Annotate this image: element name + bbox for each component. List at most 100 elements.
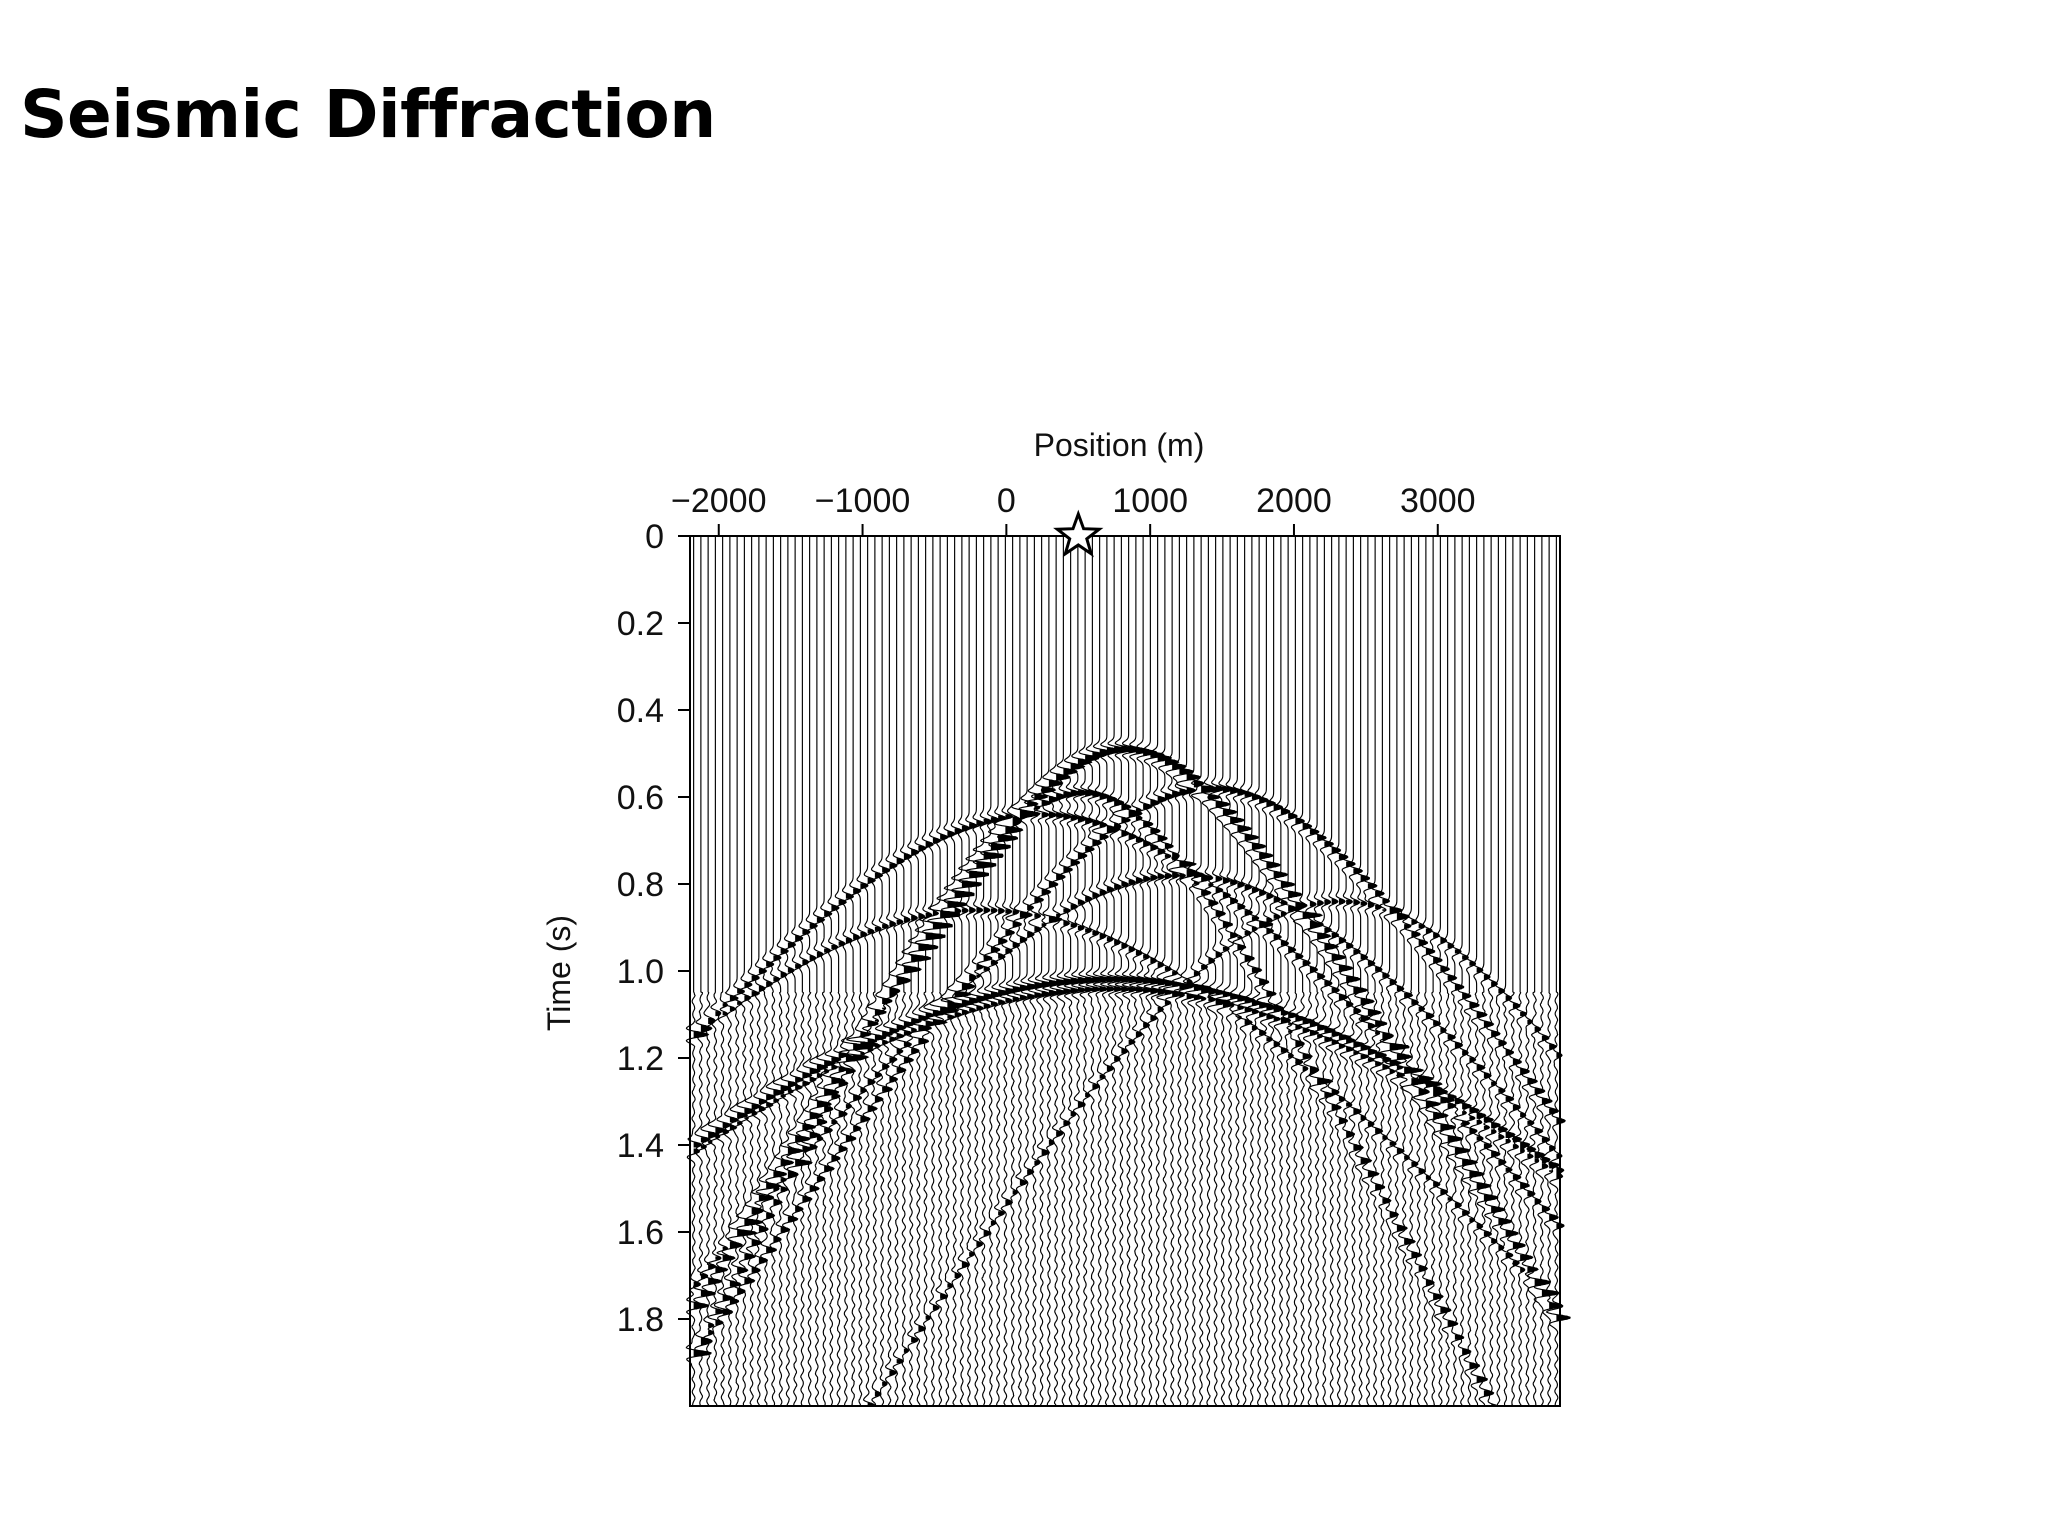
y-tick-label: 1.0 — [617, 953, 664, 991]
seismic-trace-fill — [1106, 747, 1121, 1071]
seismic-trace — [866, 536, 887, 1407]
seismic-trace — [1156, 536, 1180, 1407]
y-tick-label: 0.2 — [617, 605, 664, 643]
seismic-trace — [1539, 536, 1562, 1407]
seismic-trace — [1223, 536, 1245, 1407]
seismic-trace — [820, 536, 846, 1407]
seismic-trace — [901, 536, 931, 1407]
source-marker — [1053, 509, 1104, 558]
seismic-trace-fill — [925, 841, 945, 1320]
seismic-trace — [1049, 536, 1071, 1407]
seismic-trace — [692, 536, 716, 1407]
seismic-trace — [1345, 536, 1369, 1407]
seismic-trace — [1063, 536, 1086, 1407]
seismic-trace — [795, 536, 817, 1407]
seismic-trace — [972, 536, 1004, 1407]
seismic-trace-fill — [853, 888, 873, 1132]
seismic-trace — [1128, 536, 1151, 1407]
seismic-trace — [914, 536, 946, 1407]
seismic-trace — [1317, 536, 1340, 1407]
seismic-trace — [1023, 536, 1049, 1407]
seismic-trace — [927, 536, 960, 1407]
seismic-trace — [1413, 536, 1443, 1407]
seismic-trace — [1272, 536, 1295, 1407]
seismic-trace-fill — [1273, 804, 1288, 1047]
seismic-trace — [1307, 536, 1334, 1407]
seismic-trace — [1005, 536, 1025, 1407]
seismic-trace — [1453, 536, 1479, 1407]
seismic-trace — [1190, 536, 1221, 1407]
seismic-trace — [1277, 536, 1303, 1407]
seismic-trace — [965, 536, 997, 1407]
seismic-trace — [845, 536, 880, 1407]
seismic-trace — [888, 536, 911, 1407]
seismic-trace — [685, 536, 712, 1407]
seismic-trace — [1511, 536, 1534, 1407]
seismic-trace — [1162, 536, 1187, 1407]
seismic-trace — [744, 536, 764, 1407]
seismic-trace — [874, 536, 894, 1407]
y-tick-label: 0.6 — [617, 779, 664, 817]
seismic-trace — [1206, 536, 1231, 1407]
seismic-trace — [1292, 536, 1324, 1407]
seismic-trace — [1070, 536, 1093, 1407]
seismic-trace — [1446, 536, 1471, 1407]
y-tick-label: 0 — [645, 518, 664, 556]
seismic-trace-fill — [1244, 791, 1259, 1025]
seismic-trace — [1201, 536, 1221, 1407]
seismic-trace — [699, 536, 723, 1407]
seismic-trace-fill — [1012, 816, 1024, 1195]
seismic-trace — [713, 536, 736, 1407]
seismic-trace — [815, 536, 840, 1407]
seismic-trace — [940, 536, 975, 1407]
seismic-trace — [1056, 536, 1078, 1407]
seismic-trace — [1030, 536, 1057, 1407]
seismic-trace-fill — [809, 923, 823, 1192]
seismic-trace — [1266, 536, 1289, 1407]
seismic-trace — [800, 536, 824, 1407]
seismic-trace — [1176, 536, 1202, 1407]
seismic-trace — [1339, 536, 1361, 1407]
seismic-trace-fill — [758, 968, 772, 1264]
y-axis-title: Time (s) — [541, 915, 577, 1031]
seismic-trace — [830, 536, 865, 1407]
seismic-trace — [1099, 536, 1122, 1407]
y-tick-label: 1.2 — [617, 1040, 664, 1078]
y-axis: 0 0.2 0.4 0.6 0.8 1.0 1.2 1.4 1.6 1.8 — [617, 518, 690, 1339]
seismic-trace — [1324, 536, 1347, 1407]
seismic-trace — [727, 536, 758, 1407]
source-star-icon — [1053, 509, 1104, 558]
seismic-trace — [1395, 536, 1425, 1407]
seismic-trace-fill — [1360, 875, 1374, 1165]
seismic-trace-fill — [1186, 773, 1201, 999]
seismic-trace — [1287, 536, 1308, 1407]
x-tick-label: −1000 — [815, 482, 911, 520]
seismic-trace-fill — [1019, 810, 1033, 1185]
y-tick-label: 1.8 — [617, 1301, 664, 1339]
x-tick-label: 2000 — [1256, 482, 1332, 520]
seismic-trace-fill — [824, 911, 839, 1172]
seismic-trace — [1168, 536, 1198, 1407]
seismic-trace-fill — [983, 818, 1003, 1237]
seismic-trace — [1476, 536, 1499, 1407]
seismic-trace — [1251, 536, 1274, 1407]
seismic-trace — [1491, 536, 1513, 1407]
seismic-trace — [1358, 536, 1383, 1407]
seismic-trace — [957, 536, 989, 1407]
slide-title: Seismic Diffraction — [20, 76, 716, 153]
seismic-trace — [1107, 536, 1129, 1407]
seismic-trace — [1143, 536, 1165, 1407]
y-tick-label: 1.6 — [617, 1214, 664, 1252]
seismic-trace — [829, 536, 849, 1407]
seismic-trace — [1378, 536, 1410, 1407]
seismic-trace — [736, 536, 764, 1407]
seismic-trace — [906, 536, 939, 1407]
seismic-trace — [859, 536, 879, 1407]
seismic-trace-fill — [1128, 746, 1143, 1045]
seismic-trace-fill — [1121, 745, 1136, 1054]
seismic-trace-fill — [1070, 763, 1085, 1117]
seismic-trace — [1018, 536, 1041, 1407]
seismic-trace-fill — [838, 899, 848, 1152]
seismic-trace — [1135, 536, 1158, 1407]
